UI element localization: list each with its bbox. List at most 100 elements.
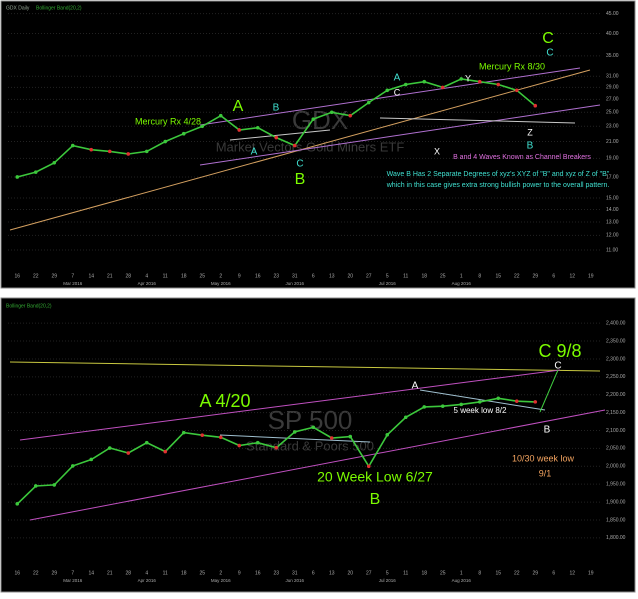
price-point — [107, 446, 112, 450]
annotation: A 4/20 — [199, 391, 250, 411]
x-tick-label: 28 — [125, 570, 131, 576]
y-tick-label: 14.00 — [606, 207, 619, 213]
x-tick-label: 18 — [421, 570, 427, 576]
price-point — [70, 143, 75, 148]
price-point — [477, 400, 482, 404]
x-tick-label: 18 — [181, 570, 187, 576]
price-point — [459, 77, 464, 81]
y-tick-label: 17.00 — [606, 174, 619, 180]
y-tick-label: 21.00 — [606, 139, 619, 145]
x-tick-label: 16 — [14, 273, 20, 279]
price-point — [274, 445, 279, 450]
annotation: C 9/8 — [538, 341, 581, 361]
watermark: GDX — [292, 105, 348, 135]
x-tick-label: 28 — [125, 273, 131, 279]
y-tick-label: 1,950.00 — [606, 482, 626, 488]
price-point — [274, 135, 279, 140]
x-tick-label: 27 — [366, 273, 372, 279]
panel-top — [0, 0, 636, 289]
price-point — [52, 483, 57, 487]
annotation: X — [434, 146, 440, 156]
price-point — [440, 404, 445, 408]
trendline — [219, 434, 371, 443]
month-label: Mar 2016 — [63, 281, 83, 286]
x-tick-label: 6 — [552, 570, 555, 576]
y-tick-label: 25.00 — [606, 110, 619, 116]
price-point — [126, 451, 131, 455]
annotation: B — [544, 425, 551, 436]
watermark-subtitle: Standard & Poors 500 — [246, 438, 374, 453]
month-label: Apr 2016 — [138, 281, 157, 286]
x-tick-label: 22 — [33, 273, 39, 279]
x-tick-label: 25 — [199, 273, 205, 279]
price-point — [403, 415, 408, 420]
month-label: Jun 2016 — [285, 281, 304, 286]
annotation: A — [412, 381, 419, 392]
annotation: C — [296, 159, 303, 170]
x-tick-label: 21 — [107, 273, 113, 279]
annotation: B — [370, 491, 381, 508]
trendline — [379, 117, 576, 124]
price-point — [181, 131, 186, 136]
x-tick-label: 1 — [460, 273, 463, 279]
price-point — [255, 440, 260, 445]
annotation: C — [546, 48, 553, 59]
x-tick-label: 9 — [238, 570, 241, 576]
price-point — [440, 85, 445, 90]
annotation: B and 4 Waves Known as Channel Breakers — [453, 154, 591, 161]
x-tick-label: 12 — [569, 273, 575, 279]
y-tick-label: 1,800.00 — [606, 535, 626, 541]
annotation: B — [295, 171, 306, 188]
annotation: A — [233, 98, 244, 115]
x-tick-label: 22 — [33, 570, 39, 576]
trendline — [539, 369, 559, 413]
x-tick-label: 12 — [569, 570, 575, 576]
x-tick-label: 5 — [386, 273, 389, 279]
annotation: C — [542, 30, 554, 47]
annotation: Y — [465, 73, 471, 83]
price-point — [237, 443, 242, 448]
x-tick-label: 27 — [366, 570, 372, 576]
x-tick-label: 6 — [312, 273, 315, 279]
panel-bottom — [0, 297, 636, 593]
month-label: May 2016 — [211, 578, 231, 583]
x-tick-label: 23 — [273, 273, 279, 279]
y-tick-label: 1,900.00 — [606, 499, 626, 505]
x-tick-label: 29 — [532, 273, 538, 279]
x-tick-label: 7 — [71, 273, 74, 279]
price-point — [366, 100, 371, 105]
annotation: 5 week low 8/2 — [454, 406, 507, 415]
x-tick-label: 14 — [88, 570, 94, 576]
price-point — [311, 425, 316, 430]
x-tick-label: 13 — [329, 570, 335, 576]
month-label: Aug 2016 — [452, 281, 472, 286]
trendline — [199, 67, 581, 126]
price-point — [422, 405, 427, 409]
x-tick-label: 29 — [51, 273, 57, 279]
y-tick-label: 2,350.00 — [606, 338, 626, 344]
x-tick-label: 21 — [107, 570, 113, 576]
annotation: 20 Week Low 6/27 — [317, 469, 433, 485]
price-point — [200, 124, 205, 129]
annotation: C — [394, 87, 401, 97]
annotation: B — [527, 141, 534, 152]
y-tick-label: 12.00 — [606, 233, 619, 239]
price-point — [514, 399, 519, 403]
x-tick-label: 25 — [440, 570, 446, 576]
x-tick-label: 4 — [145, 570, 148, 576]
x-tick-label: 9 — [238, 273, 241, 279]
x-tick-label: 5 — [386, 570, 389, 576]
y-tick-label: 15.00 — [606, 195, 619, 201]
x-tick-label: 23 — [273, 570, 279, 576]
price-point — [255, 125, 260, 130]
x-tick-label: 18 — [181, 273, 187, 279]
price-point — [200, 433, 205, 437]
x-tick-label: 31 — [292, 570, 298, 576]
trendline — [229, 129, 331, 141]
y-tick-label: 11.00 — [606, 247, 618, 253]
month-label: Jun 2016 — [285, 578, 304, 583]
x-tick-label: 16 — [14, 570, 20, 576]
price-point — [107, 149, 112, 154]
price-point — [33, 170, 38, 174]
